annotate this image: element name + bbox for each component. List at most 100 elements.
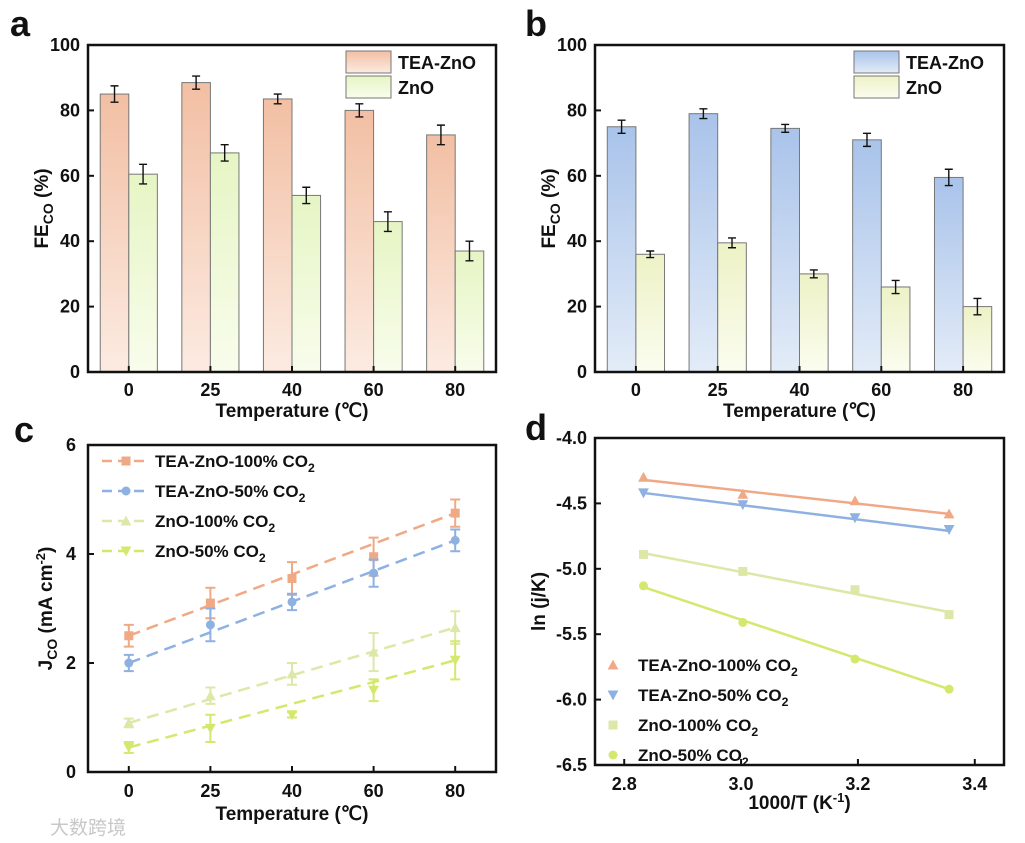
data-point	[205, 620, 215, 630]
y-tick-label: -6.0	[556, 690, 587, 710]
x-tick-label: 0	[631, 380, 641, 400]
x-tick-label: 60	[364, 380, 384, 400]
bar-tea-zno-60	[852, 139, 882, 373]
y-tick-label: 80	[60, 100, 80, 120]
x-tick-label: 40	[282, 781, 302, 801]
legend-subscript: 2	[299, 491, 306, 505]
legend-subscript: 2	[751, 725, 758, 739]
legend-text: TEA-ZnO-100% CO	[155, 452, 308, 471]
x-axis-label: Temperature (℃)	[723, 401, 876, 422]
plot-frame	[86, 443, 498, 774]
error-bar	[862, 132, 871, 148]
legend-text: ZnO-100% CO	[638, 716, 751, 735]
data-point	[850, 585, 860, 595]
data-point	[450, 535, 460, 545]
data-point	[944, 684, 954, 694]
x-tick-label: 25	[200, 781, 220, 801]
x-tick-label: 0	[124, 380, 134, 400]
bar-tea-zno-80	[933, 176, 964, 373]
data-point	[205, 598, 215, 608]
y-axis-label-part: CO	[44, 639, 60, 660]
error-bar	[220, 144, 229, 162]
y-axis-label-part: -2	[33, 553, 48, 565]
y-axis-label-part: J	[36, 660, 57, 671]
x-tick-label: 40	[282, 380, 302, 400]
data-point	[738, 566, 748, 576]
panel-a: 0 25 40 60 80 0 20 40 60 80 100 Temperature (℃) FECO…	[32, 35, 498, 422]
y-axis-label-part: FE	[539, 224, 560, 248]
legend-text: TEA-ZnO-100% CO	[638, 656, 791, 675]
x-tick-label: 80	[953, 380, 973, 400]
bar-zno-0	[128, 173, 158, 373]
data-point	[638, 549, 648, 559]
error-bar	[944, 168, 953, 187]
data-point	[849, 495, 861, 506]
x-tick-label: 60	[871, 380, 891, 400]
bar-zno-40	[291, 194, 322, 373]
data-point	[449, 655, 461, 666]
error-bar	[110, 85, 119, 103]
y-axis-label-part: (mA cm	[36, 565, 57, 639]
error-bar	[465, 240, 474, 262]
legend-marker	[607, 659, 619, 670]
bar-tea-zno-40	[770, 127, 800, 373]
plot-frame	[593, 43, 1006, 374]
legend-label: ZnO-100% CO2	[155, 512, 275, 535]
y-axis-label-part: ln (j/K)	[529, 572, 550, 631]
legend-marker	[608, 750, 618, 760]
legend-text: ZnO-50% CO	[638, 746, 742, 765]
x-tick-label: 3.0	[729, 774, 754, 794]
legend-swatch	[345, 50, 392, 74]
x-axis-label: Temperature (℃)	[216, 401, 369, 422]
y-tick-label: 0	[70, 362, 80, 382]
y-axis-label-part: )	[36, 547, 57, 553]
legend-swatch	[853, 75, 900, 99]
bar-zno-25	[209, 152, 240, 373]
y-axis-label: ln (j/K)	[529, 572, 550, 631]
error-bar	[273, 93, 282, 105]
data-point	[287, 574, 297, 584]
legend-marker	[607, 690, 619, 701]
data-point	[943, 525, 955, 535]
error-bar	[617, 119, 626, 134]
y-tick-label: 0	[66, 762, 76, 782]
x-axis-label-part: )	[844, 793, 850, 814]
bar-zno-25	[717, 242, 747, 373]
legend-label: ZnO-50% CO2	[155, 542, 266, 565]
y-axis-label-part: CO	[547, 203, 563, 224]
data-point	[123, 742, 135, 753]
panel-label-a: a	[10, 3, 31, 44]
error-bar	[891, 279, 900, 295]
bar-zno-60	[373, 221, 403, 373]
y-tick-label: -4.5	[556, 493, 587, 513]
legend-marker	[121, 486, 131, 496]
data-point	[369, 552, 379, 562]
legend-subscript: 2	[742, 755, 749, 769]
legend-label: ZnO	[906, 78, 942, 98]
y-tick-label: -5.0	[556, 559, 587, 579]
bar-tea-zno-25	[181, 82, 211, 373]
data-point	[737, 500, 749, 511]
legend-label: TEA-ZnO-100% CO2	[638, 656, 798, 679]
y-tick-label: -6.5	[556, 755, 587, 775]
bar-tea-zno-60	[344, 109, 375, 373]
legend-label: TEA-ZnO-50% CO2	[155, 482, 306, 505]
x-tick-label: 80	[445, 781, 465, 801]
y-tick-label: 60	[567, 166, 587, 186]
bar-tea-zno-80	[426, 134, 456, 373]
error-bar	[646, 250, 655, 259]
data-point	[287, 597, 297, 607]
data-point	[205, 723, 216, 734]
error-bar	[809, 269, 818, 279]
y-tick-label: 0	[577, 362, 587, 382]
data-point	[638, 581, 648, 591]
legend-label: TEA-ZnO-100% CO2	[155, 452, 315, 475]
data-point	[449, 622, 461, 633]
x-tick-label: 3.4	[962, 774, 987, 794]
legend-label: ZnO-100% CO2	[638, 716, 758, 739]
y-axis-label: FECO (%)	[539, 168, 563, 248]
error-bar	[302, 186, 311, 205]
error-bar	[781, 123, 790, 134]
y-tick-label: 100	[557, 35, 587, 55]
